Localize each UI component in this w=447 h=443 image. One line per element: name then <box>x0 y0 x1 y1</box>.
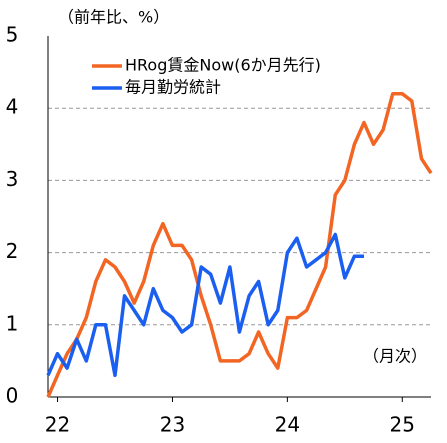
legend-label: 毎月勤労統計 <box>125 78 221 97</box>
series-line <box>46 232 364 378</box>
y-tick-label: 4 <box>6 95 19 119</box>
x-tick-label: 24 <box>275 413 300 437</box>
y-tick-label: 0 <box>6 384 19 408</box>
y-tick-label: 5 <box>6 23 19 47</box>
x-tick-label: 22 <box>45 413 70 437</box>
chart-subtitle: （前年比、%） <box>58 8 169 27</box>
y-tick-label: 2 <box>6 239 19 263</box>
x-tick-label: 25 <box>390 413 415 437</box>
x-tick-label: 23 <box>160 413 185 437</box>
legend-label: HRog賃金Now(6か月先行) <box>125 56 321 75</box>
series-line <box>46 92 433 398</box>
y-tick-label: 3 <box>6 167 19 191</box>
y-tick-label: 1 <box>6 311 19 335</box>
annotation: （月次） <box>363 347 427 366</box>
